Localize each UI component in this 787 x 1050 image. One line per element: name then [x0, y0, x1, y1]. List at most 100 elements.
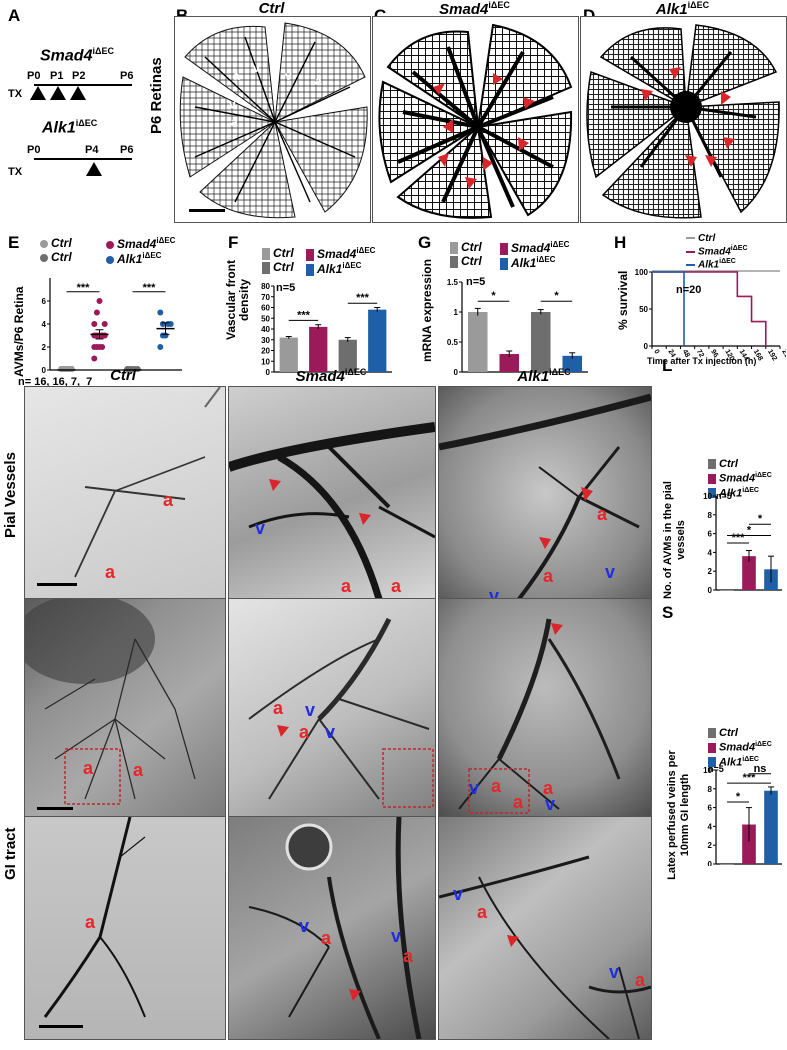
pial-ctrl-vessels — [74, 387, 221, 578]
retina-photo-smad4 — [372, 16, 579, 223]
legend-g-ctrl1: Ctrl — [450, 240, 482, 254]
bar-0 — [279, 337, 298, 372]
pial-side-label: Pial Vessels — [2, 452, 19, 538]
y-tick-label-1: 2 — [42, 343, 47, 352]
pial-title-ctrl: Ctrl — [110, 367, 136, 384]
y-tick-label-3: 6 — [708, 530, 713, 539]
bar-1 — [499, 354, 520, 372]
scale-bar-gi — [37, 807, 73, 810]
timeline-alk1-title: Alk1 — [42, 119, 76, 137]
sig-label-2: * — [758, 513, 763, 525]
chart-h-xlabel: Time after Tx injection (h) — [647, 356, 757, 366]
legend-s-ctrl: Ctrl — [708, 727, 772, 739]
retina-ctrl-label-v3: v — [229, 97, 236, 111]
y-tick-label-2: 1 — [454, 308, 459, 317]
y-tick-label-2: 4 — [708, 548, 713, 557]
gi-zoom-smad4-vessels — [248, 817, 422, 1039]
legend-l-alk1: Alk1iΔEC — [708, 485, 772, 499]
y-tick-label-0: 0 — [644, 342, 649, 351]
y-tick-label-5: 50 — [261, 314, 270, 323]
legend-e-alk1: Alk1iΔEC — [106, 251, 216, 266]
chart-h-n: n=20 — [676, 284, 702, 296]
legend-g-alk1: Alk1iΔEC — [500, 255, 569, 270]
chart-s-n: n=5 — [708, 764, 724, 774]
sig-label-1: * — [747, 524, 752, 536]
gi-photo-alk1: v a a a v — [438, 598, 652, 820]
sig-label-0: *** — [732, 532, 746, 544]
legend-g-ctrl2: Ctrl — [450, 254, 482, 268]
x-tick-label-4: 96 — [709, 349, 719, 359]
bar-2 — [764, 790, 778, 864]
gi-smad4-vessels — [248, 617, 434, 808]
x-tick-label-6: 144 — [738, 349, 750, 363]
scale-bar-retina — [189, 209, 225, 212]
legend-f-ctrl1: Ctrl — [262, 246, 294, 260]
point-1-10 — [91, 321, 98, 327]
sig-label-0: *** — [297, 309, 311, 321]
legend-s-smad4: Smad4iΔEC — [708, 739, 772, 754]
gi-side-label: GI tract — [2, 827, 19, 880]
gi-zoom-ctrl-vessels — [43, 817, 146, 1018]
legend-f-ctrl2: Ctrl — [262, 260, 294, 274]
series-line-1 — [652, 271, 767, 346]
point-1-11 — [93, 309, 100, 316]
chart-s-ylabel: Latex perfused veins per 10mm GI length — [666, 750, 691, 880]
chart-h-plot: 0 50 100 0 24 48 72 96 120 144 168 192 216 — [635, 268, 786, 363]
sig-label-0: * — [736, 791, 741, 803]
sig-label-1: *** — [143, 282, 157, 294]
chart-h-ylabel: % survival — [616, 270, 630, 330]
gi-zoom-photo-ctrl: a — [24, 816, 226, 1040]
chart-g-n: n=5 — [466, 276, 486, 288]
gi-photo-ctrl: a a — [24, 598, 226, 820]
chart-l-n: n=5 — [716, 491, 732, 501]
retina-title-ctrl: Ctrl — [258, 0, 285, 17]
chart-g-ylabel: mRNA expression — [420, 259, 434, 362]
retina-title-alk1: Alk1iΔEC — [655, 0, 710, 18]
y-tick-label-2: 20 — [261, 347, 270, 356]
pial-smad4-vessels — [229, 422, 435, 599]
y-tick-label-1: 2 — [708, 841, 713, 850]
pial-photo-alk1: a a v v — [438, 386, 652, 600]
retina-ctrl-label-a1: a — [233, 69, 240, 83]
chart-f-n: n=5 — [276, 282, 296, 294]
retina-alk1-vessels — [586, 24, 780, 219]
pial-alk1-vessels — [439, 393, 651, 599]
gi-photo-smad4: a v a v — [228, 598, 436, 820]
legend-h-smad4: Smad4iΔEC — [686, 244, 748, 257]
point-1-14 — [101, 332, 108, 339]
y-tick-label-1: 2 — [708, 567, 713, 576]
panel-label-j: J — [232, 371, 242, 390]
y-tick-label-6: 60 — [261, 304, 270, 313]
bar-0 — [720, 590, 734, 591]
timeline-smad4-p0: P0 — [27, 70, 41, 82]
timeline-alk1-p6: P6 — [120, 144, 134, 156]
retina-ctrl-vessels — [179, 22, 368, 219]
x-tick-label-9: 216 — [780, 349, 786, 363]
legend-e-smad4: Smad4iΔEC — [106, 236, 216, 251]
bar-1 — [742, 556, 756, 590]
scale-bar-gi-zoom — [39, 1025, 83, 1028]
sig-label-1: *** — [356, 292, 370, 304]
legend-h-ctrl: Ctrl — [686, 234, 748, 244]
y-tick-label-1: 50 — [639, 305, 648, 314]
retina-ctrl-label-v2: v — [285, 69, 292, 83]
point-1-15 — [91, 344, 98, 350]
timeline-smad4-title: Smad4 — [40, 47, 93, 65]
timeline-smad4-p2: P2 — [72, 70, 86, 82]
sig-label-0: *** — [77, 282, 91, 294]
bar-1 — [309, 326, 328, 372]
panel-label-g: G — [418, 233, 432, 252]
timeline-alk1-injection — [86, 162, 102, 176]
point-1-9 — [101, 321, 108, 327]
y-tick-label-1: 0.5 — [447, 338, 459, 347]
y-tick-label-2: 4 — [42, 320, 47, 329]
legend-f-smad4: Smad4iΔEC — [306, 246, 375, 261]
legend-s-alk1: Alk1iΔEC — [708, 754, 772, 768]
y-tick-label-0: 0 — [708, 586, 713, 595]
y-tick-label-0: 0 — [454, 368, 459, 377]
bar-3 — [562, 355, 583, 372]
point-3-4 — [167, 321, 174, 327]
bar-2 — [338, 339, 357, 372]
y-tick-label-8: 80 — [261, 282, 270, 291]
